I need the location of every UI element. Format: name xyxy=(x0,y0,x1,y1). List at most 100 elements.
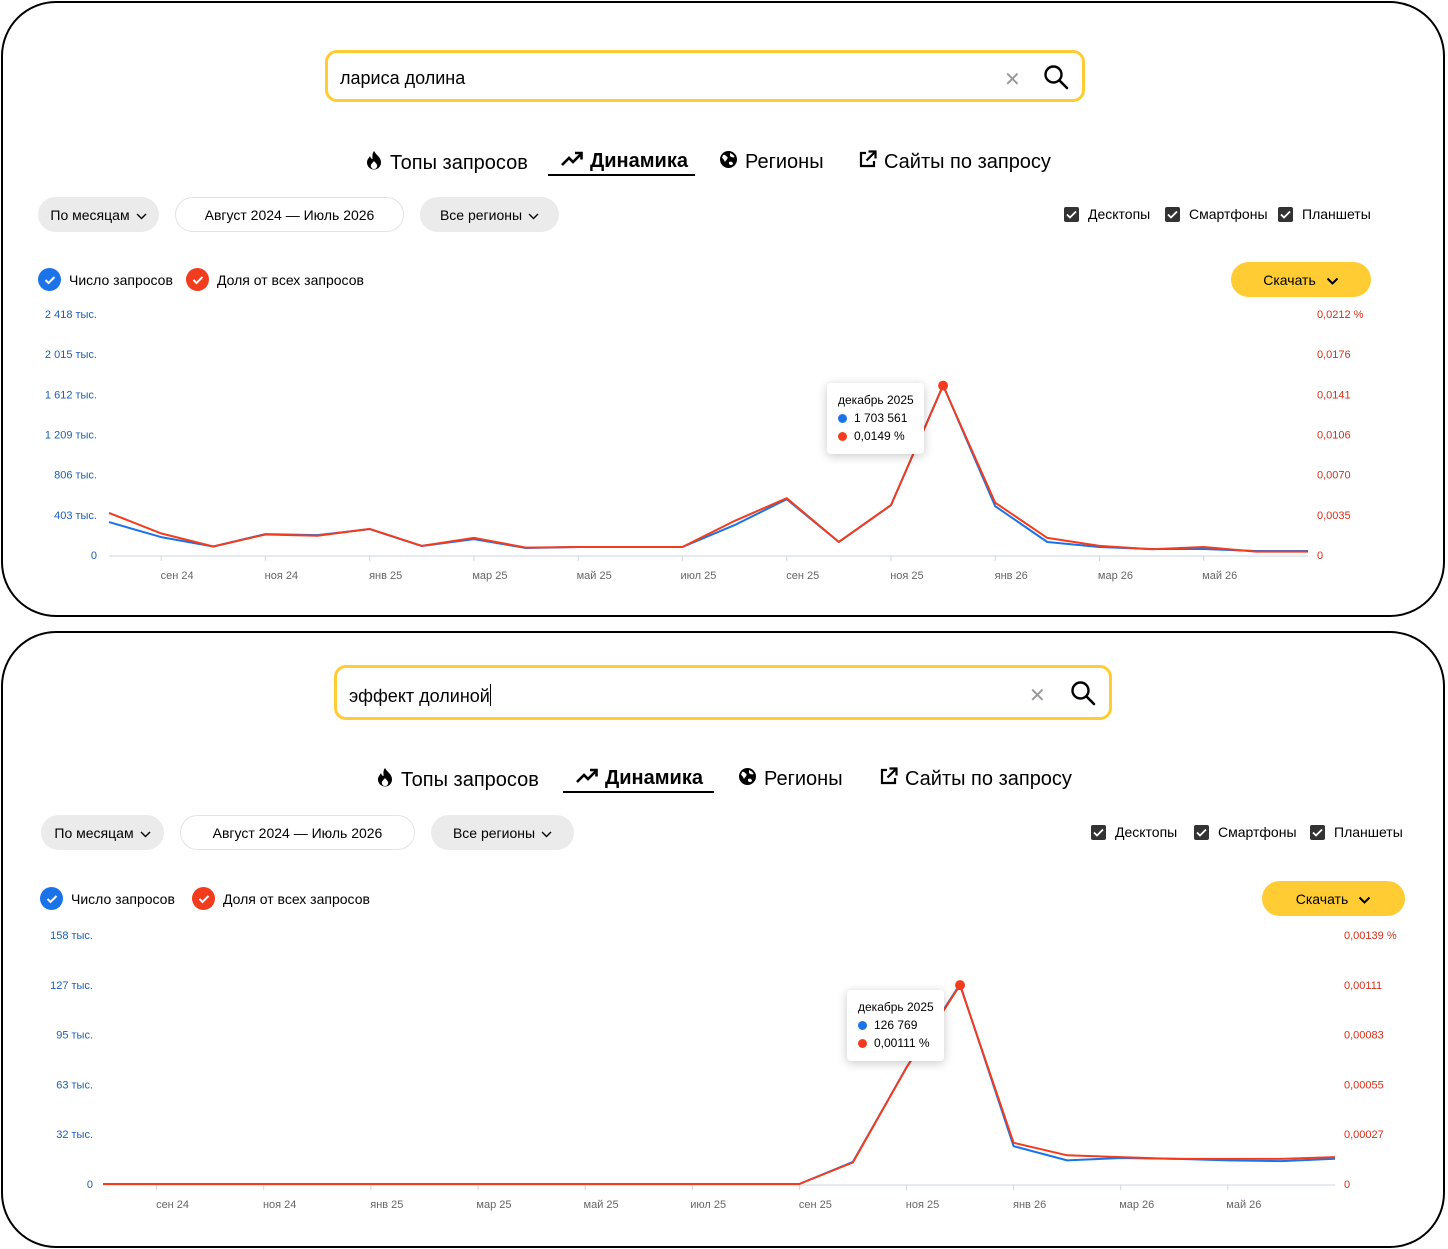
y-left-tick-label: 127 тыс. xyxy=(50,980,93,992)
regions-dropdown[interactable]: Все регионы xyxy=(420,197,559,232)
checkbox-desktops[interactable]: Десктопы xyxy=(1064,206,1150,222)
tab-top-queries[interactable]: Топы запросов xyxy=(376,767,539,793)
legend-share[interactable]: Доля от всех запросов xyxy=(186,268,364,291)
tooltip-share-row: 0,0149 % xyxy=(838,427,914,445)
tooltip-count-row: 1 703 561 xyxy=(838,409,914,427)
globe-icon xyxy=(738,767,757,792)
tab-dynamics[interactable]: Динамика xyxy=(576,767,703,790)
search-icon[interactable] xyxy=(1070,680,1096,711)
x-tick-label: ноя 24 xyxy=(265,570,298,582)
checkbox-tablets[interactable]: Планшеты xyxy=(1310,824,1403,840)
trend-up-icon xyxy=(576,767,598,790)
chevron-down-icon xyxy=(1358,891,1371,907)
download-button[interactable]: Скачать xyxy=(1262,881,1405,916)
date-range-button[interactable]: Август 2024 — Июль 2026 xyxy=(180,815,415,850)
chevron-down-icon xyxy=(136,207,147,223)
y-right-tick-label: 0,00111 xyxy=(1344,980,1382,992)
y-left-tick-label: 806 тыс. xyxy=(54,470,97,482)
series-line-share xyxy=(103,984,1336,1185)
y-left-tick-label: 32 тыс. xyxy=(56,1129,93,1141)
clear-icon[interactable]: ✕ xyxy=(1004,69,1021,91)
highlight-point xyxy=(955,980,966,991)
tooltip-month: декабрь 2025 xyxy=(858,1000,934,1014)
dynamics-chart: 2 418 тыс. 2 015 тыс. 1 612 тыс. 1 209 тыс.… xyxy=(45,309,1364,582)
y-left-tick-label: 403 тыс. xyxy=(54,510,97,522)
period-dropdown[interactable]: По месяцам xyxy=(38,197,159,232)
checkbox-checked-icon xyxy=(1064,206,1079,222)
series-line-count xyxy=(108,384,1308,552)
y-right-tick-label: 0,00083 xyxy=(1344,1030,1384,1042)
clear-icon[interactable]: ✕ xyxy=(1029,685,1046,707)
date-range-button[interactable]: Август 2024 — Июль 2026 xyxy=(175,197,404,232)
search-input[interactable]: эффект долиной xyxy=(349,684,491,706)
text-cursor xyxy=(489,684,491,706)
y-right-tick-label: 0 xyxy=(1344,1179,1350,1191)
period-dropdown[interactable]: По месяцам xyxy=(41,815,164,850)
y-right-tick-label: 0,0106 xyxy=(1317,430,1351,442)
x-tick-label: янв 25 xyxy=(369,570,402,582)
checkbox-tablets[interactable]: Планшеты xyxy=(1278,206,1371,222)
series-line-count xyxy=(103,983,1336,1185)
y-right-tick-label: 0 xyxy=(1317,550,1323,562)
y-right-tick-label: 0,0176 xyxy=(1317,349,1351,361)
y-left-tick-label: 0 xyxy=(91,550,97,562)
download-button[interactable]: Скачать xyxy=(1231,262,1371,297)
checkbox-checked-icon xyxy=(1194,824,1209,840)
y-right-tick-label: 0,00139 % xyxy=(1344,930,1397,942)
panel-effekt-dolinoy: эффект долиной ✕ Топы запросов Динамика … xyxy=(1,631,1445,1248)
tooltip-month: декабрь 2025 xyxy=(838,393,914,407)
chevron-down-icon xyxy=(528,207,539,223)
tooltip-count-row: 126 769 xyxy=(858,1016,934,1034)
checkbox-checked-icon xyxy=(1278,206,1293,222)
y-right-tick-label: 0,0141 xyxy=(1317,389,1351,401)
chevron-down-icon xyxy=(140,825,151,841)
tooltip-share-row: 0,00111 % xyxy=(858,1034,934,1052)
tab-dynamics[interactable]: Динамика xyxy=(561,150,688,173)
legend-count[interactable]: Число запросов xyxy=(38,268,173,291)
y-right-tick-label: 0,00055 xyxy=(1344,1079,1384,1091)
search-box[interactable]: лариса долина ✕ xyxy=(325,50,1085,102)
x-tick-label: янв 26 xyxy=(995,570,1028,582)
x-tick-label: янв 26 xyxy=(1013,1199,1046,1211)
legend-share[interactable]: Доля от всех запросов xyxy=(192,887,370,910)
x-tick-label: май 26 xyxy=(1226,1199,1261,1211)
external-link-icon xyxy=(879,767,898,792)
tab-regions[interactable]: Регионы xyxy=(738,767,843,792)
checkbox-smartphones[interactable]: Смартфоны xyxy=(1194,824,1297,840)
x-tick-label: мар 25 xyxy=(472,570,507,582)
chart-tooltip: декабрь 2025 1 703 561 0,0149 % xyxy=(827,383,924,454)
checkbox-smartphones[interactable]: Смартфоны xyxy=(1165,206,1268,222)
check-icon xyxy=(192,887,215,910)
checkbox-checked-icon xyxy=(1091,824,1106,840)
fire-icon xyxy=(365,150,383,176)
x-tick-label: мар 26 xyxy=(1098,570,1133,582)
search-box[interactable]: эффект долиной ✕ xyxy=(334,665,1112,720)
globe-icon xyxy=(719,150,738,175)
y-left-tick-label: 95 тыс. xyxy=(56,1030,93,1042)
y-left-tick-label: 2 418 тыс. xyxy=(45,309,97,321)
x-tick-label: ноя 24 xyxy=(263,1199,296,1211)
checkbox-checked-icon xyxy=(1310,824,1325,840)
regions-dropdown[interactable]: Все регионы xyxy=(431,815,574,850)
checkbox-checked-icon xyxy=(1165,206,1180,222)
search-input[interactable]: лариса долина xyxy=(340,68,466,88)
y-left-tick-label: 158 тыс. xyxy=(50,930,93,942)
tab-top-queries[interactable]: Топы запросов xyxy=(365,150,528,176)
check-icon xyxy=(186,268,209,291)
x-tick-label: май 25 xyxy=(577,570,612,582)
series-line-share xyxy=(108,384,1308,553)
highlight-point xyxy=(938,380,949,391)
checkbox-desktops[interactable]: Десктопы xyxy=(1091,824,1177,840)
x-tick-label: ноя 25 xyxy=(906,1199,939,1211)
legend-count[interactable]: Число запросов xyxy=(40,887,175,910)
x-tick-label: май 26 xyxy=(1202,570,1237,582)
search-icon[interactable] xyxy=(1043,64,1069,95)
y-left-tick-label: 1 209 тыс. xyxy=(45,430,97,442)
tab-sites[interactable]: Сайты по запросу xyxy=(879,767,1072,792)
chevron-down-icon xyxy=(541,825,552,841)
active-tab-underline xyxy=(548,174,695,176)
y-right-tick-label: 0,00027 xyxy=(1344,1129,1384,1141)
tab-sites[interactable]: Сайты по запросу xyxy=(858,150,1051,175)
active-tab-underline xyxy=(563,791,714,793)
tab-regions[interactable]: Регионы xyxy=(719,150,824,175)
